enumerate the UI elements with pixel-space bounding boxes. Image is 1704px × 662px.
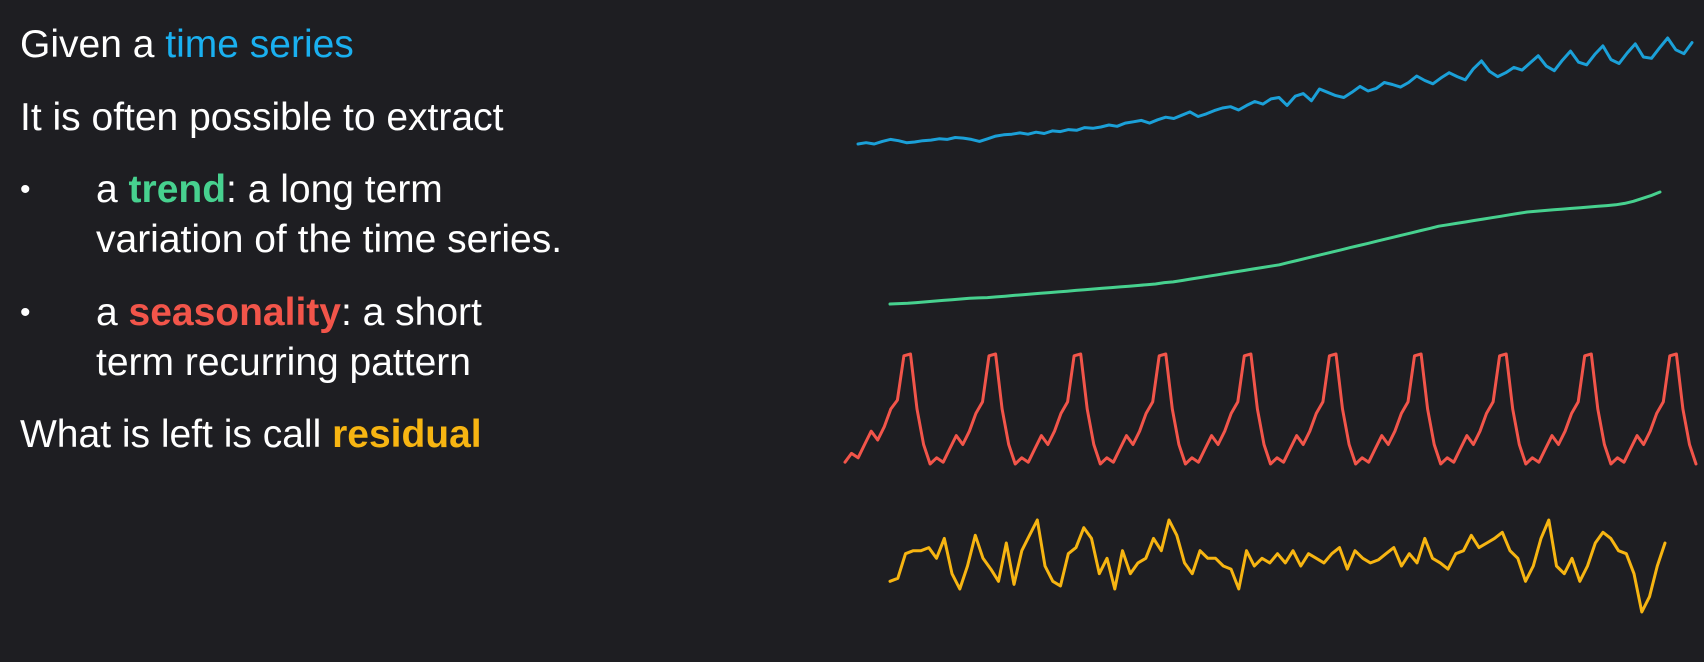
bullet-seasonality-line2: term recurring pattern — [96, 341, 471, 384]
bullet-trend-line2: variation of the time series. — [96, 218, 563, 261]
residual-keyword: residual — [332, 413, 482, 456]
bullet-seasonality-prefix: a — [96, 291, 129, 334]
residual-line — [888, 518, 1667, 614]
seasonal-line — [843, 352, 1698, 466]
bullet-trend-line1: a trend: a long term — [96, 165, 562, 215]
residual-series — [888, 518, 1667, 614]
intro-prefix: Given a — [20, 23, 166, 66]
bullet-seasonality-text: a seasonality: a short term recurring pa… — [96, 288, 482, 388]
bullet-symbol: • — [20, 173, 31, 206]
bullet-symbol: • — [20, 296, 31, 329]
extract-line: It is often possible to extract — [20, 96, 504, 139]
bullet-trend-suffix: : a long term — [226, 168, 443, 211]
trend-keyword: trend — [128, 168, 227, 211]
observed-line — [856, 36, 1694, 146]
bullet-seasonality-suffix: : a short — [340, 291, 482, 334]
time-series-keyword: time series — [165, 23, 354, 66]
residual-line: What is left is call residual — [20, 410, 482, 460]
observed-series — [856, 36, 1694, 146]
trend-line — [888, 190, 1662, 306]
seasonal-series — [843, 352, 1698, 466]
seasonality-keyword: seasonality — [128, 291, 341, 334]
bullet-trend-prefix: a — [96, 168, 129, 211]
residual-prefix: What is left is call — [20, 413, 333, 456]
bullet-seasonality-line1: a seasonality: a short — [96, 288, 482, 338]
intro-line: Given a time series — [20, 20, 354, 70]
trend-series — [888, 190, 1662, 306]
bullet-trend-text: a trend: a long term variation of the ti… — [96, 165, 562, 265]
